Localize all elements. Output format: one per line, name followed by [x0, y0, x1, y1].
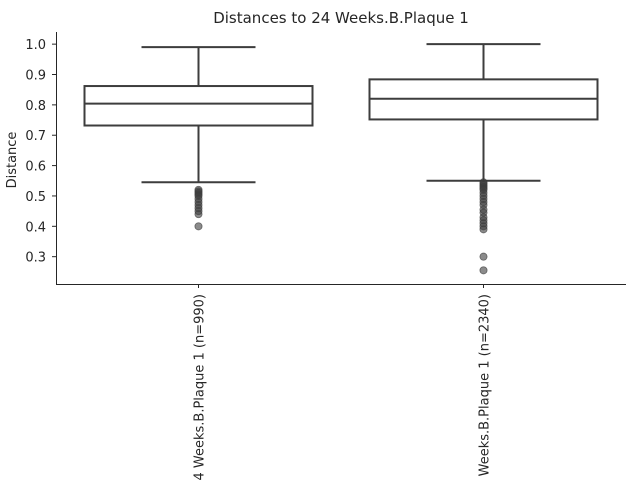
y-axis-label: Distance [5, 132, 20, 189]
y-tick-label: 0.3 [25, 251, 46, 266]
y-tick-label: 1.0 [25, 38, 46, 53]
outlier-point [479, 252, 488, 261]
y-tick-label: 0.8 [25, 99, 46, 114]
outlier-point [194, 222, 203, 231]
iqr-box [83, 85, 314, 127]
y-tick-label: 0.7 [25, 129, 46, 144]
chart-title: Distances to 24 Weeks.B.Plaque 1 [213, 9, 469, 27]
x-ticks: 24 Weeks.B.Plaque 1 (n=990) 24 Weeks.B.Pl… [193, 284, 493, 480]
boxes-group [83, 43, 599, 275]
x-tick-label: 24 Weeks.B.Plaque 1 (n=2340) [478, 294, 493, 480]
y-tick-label: 0.9 [25, 69, 46, 84]
y-ticks: 0.3 0.4 0.5 0.6 0.7 0.8 0.9 1.0 [25, 38, 56, 266]
y-tick-label: 0.5 [25, 190, 46, 205]
outlier-point [479, 225, 488, 234]
box-group [83, 46, 314, 231]
outlier-point [194, 210, 203, 219]
y-tick-label: 0.4 [25, 220, 46, 235]
box-group [368, 43, 599, 275]
x-tick-label: 24 Weeks.B.Plaque 1 (n=990) [193, 294, 208, 480]
outlier-point [479, 266, 488, 275]
y-tick-label: 0.6 [25, 160, 46, 175]
